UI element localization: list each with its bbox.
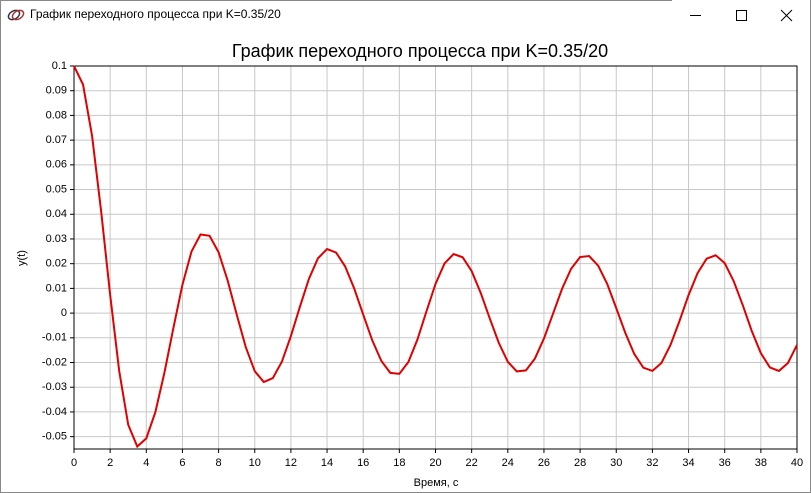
x-tick-label: 0 <box>71 457 77 469</box>
y-tick-label: -0.01 <box>42 332 67 344</box>
x-tick-label: 16 <box>357 457 369 469</box>
y-tick-label: 0 <box>61 307 67 319</box>
y-tick-label: -0.05 <box>42 431 67 443</box>
x-tick-label: 12 <box>285 457 297 469</box>
y-tick-label: 0.02 <box>46 258 67 270</box>
x-tick-label: 28 <box>574 457 586 469</box>
y-tick-label: 0.05 <box>46 183 67 195</box>
data-line <box>73 65 798 449</box>
y-tick-label: -0.04 <box>42 406 67 418</box>
x-tick-label: 30 <box>610 457 622 469</box>
x-tick-label: 36 <box>719 457 731 469</box>
maximize-button[interactable] <box>718 0 764 30</box>
y-tick-label: -0.03 <box>42 381 67 393</box>
close-button[interactable] <box>764 0 810 30</box>
y-tick-label: -0.02 <box>42 356 67 368</box>
chart-title: График переходного процесса при K=0.35/2… <box>232 41 608 61</box>
x-tick-label: 18 <box>393 457 405 469</box>
y-tick-label: 0.01 <box>46 282 67 294</box>
x-tick-label: 26 <box>538 457 550 469</box>
x-tick-label: 40 <box>791 457 803 469</box>
x-axis-label: Время, с <box>414 477 459 489</box>
y-tick-label: 0.09 <box>46 85 67 97</box>
x-tick-label: 14 <box>321 457 333 469</box>
y-tick-label: 0.07 <box>46 134 67 146</box>
x-tick-label: 4 <box>143 457 149 469</box>
x-tick-label: 32 <box>646 457 658 469</box>
y-axis-label: y(t) <box>16 250 28 266</box>
x-tick-label: 38 <box>755 457 767 469</box>
x-tick-label: 24 <box>502 457 514 469</box>
x-tick-label: 22 <box>466 457 478 469</box>
app-icon <box>7 9 25 21</box>
x-tick-label: 10 <box>249 457 261 469</box>
minimize-button[interactable] <box>672 0 718 30</box>
x-tick-label: 8 <box>216 457 222 469</box>
y-tick-label: 0.1 <box>52 60 67 72</box>
y-tick-label: 0.03 <box>46 233 67 245</box>
x-tick-label: 20 <box>429 457 441 469</box>
x-tick-label: 6 <box>179 457 185 469</box>
plot-area: 0.1 0.09 0.08 0.07 0.06 0.05 0.04 0.03 0.02 0.01 0… <box>42 60 803 469</box>
y-tick-label: 0.06 <box>46 159 67 171</box>
y-tick-label: 0.04 <box>46 208 67 220</box>
x-tick-label: 2 <box>107 457 113 469</box>
x-tick-label: 34 <box>682 457 694 469</box>
y-tick-label: 0.08 <box>46 109 67 121</box>
window-title: График переходного процесса при K=0.35/2… <box>30 7 281 21</box>
plot-frame <box>73 65 798 450</box>
